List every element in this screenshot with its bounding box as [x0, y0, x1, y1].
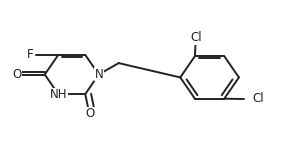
Text: O: O [12, 68, 21, 81]
Text: N: N [95, 68, 104, 81]
Text: Cl: Cl [252, 93, 264, 105]
Text: Cl: Cl [190, 31, 202, 44]
Text: NH: NH [49, 88, 67, 101]
Text: O: O [86, 107, 95, 120]
Text: F: F [27, 48, 34, 61]
